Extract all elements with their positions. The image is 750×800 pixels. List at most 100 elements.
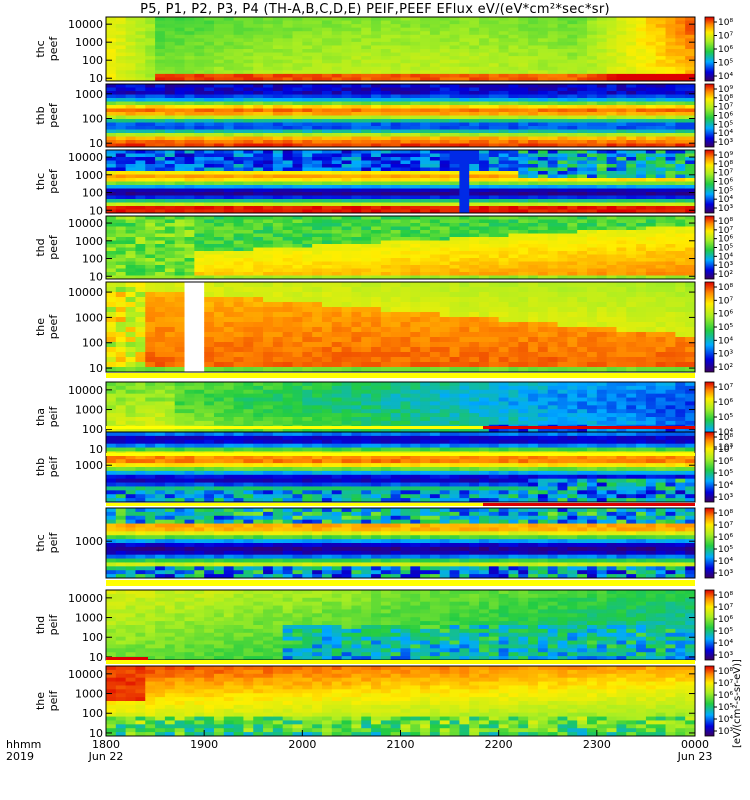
heatmap-cell bbox=[508, 268, 519, 273]
heatmap-cell bbox=[361, 84, 372, 88]
heatmap-cell bbox=[184, 282, 195, 288]
heatmap-cell bbox=[174, 223, 185, 227]
heatmap-cell bbox=[665, 275, 676, 280]
heatmap-cell bbox=[537, 247, 549, 252]
heatmap-cell bbox=[312, 216, 323, 220]
heatmap-cell bbox=[312, 56, 323, 61]
heatmap-cell bbox=[145, 49, 156, 53]
heatmap-cell bbox=[302, 41, 313, 46]
heatmap-cell bbox=[312, 136, 323, 141]
heatmap-cell bbox=[263, 247, 274, 252]
heatmap-cell bbox=[518, 223, 529, 227]
heatmap-cell bbox=[253, 247, 264, 252]
heatmap-cell bbox=[135, 49, 146, 53]
heatmap-cell bbox=[341, 247, 352, 252]
heatmap-cell bbox=[164, 70, 176, 75]
heatmap-cell bbox=[106, 272, 117, 276]
heatmap-cell bbox=[282, 49, 293, 53]
heatmap-cell bbox=[115, 126, 127, 130]
heatmap-cell bbox=[194, 332, 205, 338]
heatmap-cell bbox=[292, 268, 303, 273]
heatmap-cell bbox=[115, 268, 127, 273]
heatmap-cell bbox=[263, 24, 274, 29]
heatmap-cell bbox=[577, 268, 588, 273]
heatmap-cell bbox=[233, 34, 244, 39]
heatmap-cell bbox=[567, 129, 578, 134]
heatmap-cell bbox=[498, 206, 509, 210]
heatmap-cell bbox=[145, 292, 156, 298]
heatmap-cell bbox=[292, 362, 303, 368]
heatmap-cell bbox=[567, 119, 578, 123]
heatmap-cell bbox=[626, 185, 637, 189]
heatmap-cell bbox=[321, 167, 333, 172]
heatmap-cell bbox=[115, 216, 127, 220]
heatmap-cell bbox=[469, 56, 480, 61]
heatmap-cell bbox=[557, 199, 568, 203]
heatmap-cell bbox=[135, 45, 146, 50]
heatmap-cell bbox=[685, 112, 696, 116]
heatmap-cell bbox=[518, 77, 529, 82]
heatmap-cell bbox=[645, 140, 657, 144]
heatmap-cell bbox=[292, 56, 303, 61]
heatmap-cell bbox=[518, 157, 529, 161]
heatmap-cell bbox=[253, 195, 264, 200]
heatmap-cell bbox=[636, 20, 647, 25]
heatmap-cell bbox=[204, 206, 215, 210]
heatmap-cell bbox=[596, 122, 608, 127]
heatmap-cell bbox=[233, 63, 244, 68]
heatmap-cell bbox=[547, 178, 558, 182]
heatmap-cell bbox=[341, 119, 352, 123]
heatmap-cell bbox=[400, 38, 411, 43]
heatmap-cell bbox=[135, 181, 146, 186]
heatmap-cell bbox=[537, 87, 549, 92]
heatmap-cell bbox=[665, 233, 676, 238]
heatmap-cell bbox=[115, 133, 127, 137]
colorbar-tick-label: 10⁴ bbox=[718, 195, 733, 205]
heatmap-cell bbox=[449, 20, 460, 25]
heatmap-cell bbox=[557, 66, 568, 71]
heatmap-cell bbox=[115, 240, 127, 245]
heatmap-cell bbox=[479, 38, 490, 43]
heatmap-cell bbox=[528, 136, 539, 141]
heatmap-cell bbox=[223, 282, 235, 288]
heatmap-cell bbox=[655, 171, 666, 175]
heatmap-cell bbox=[184, 307, 195, 313]
heatmap-cell bbox=[567, 84, 578, 88]
heatmap-cell bbox=[439, 226, 450, 231]
heatmap-cell bbox=[380, 70, 392, 75]
heatmap-cell bbox=[479, 59, 490, 64]
heatmap-cell bbox=[233, 195, 244, 200]
colorbar bbox=[704, 16, 715, 82]
heatmap-cell bbox=[321, 174, 333, 179]
heatmap-cell bbox=[626, 52, 637, 57]
heatmap-cell bbox=[665, 59, 676, 64]
heatmap-cell bbox=[341, 108, 352, 113]
heatmap-cell bbox=[204, 119, 215, 123]
heatmap-cell bbox=[587, 24, 598, 29]
heatmap-cell bbox=[331, 209, 342, 214]
heatmap-cell bbox=[135, 209, 146, 214]
heatmap-cell bbox=[321, 84, 333, 88]
heatmap-cell bbox=[685, 167, 696, 172]
heatmap-cell bbox=[587, 115, 598, 120]
heatmap-cell bbox=[351, 167, 362, 172]
heatmap-cell bbox=[371, 31, 382, 36]
heatmap-cell bbox=[253, 272, 264, 276]
heatmap-cell bbox=[469, 136, 480, 141]
heatmap-cell bbox=[361, 347, 372, 353]
heatmap-cell bbox=[616, 133, 627, 137]
heatmap-cell bbox=[390, 49, 401, 53]
heatmap-cell bbox=[626, 122, 637, 127]
heatmap-cell bbox=[449, 49, 460, 53]
heatmap-cell bbox=[528, 272, 539, 276]
heatmap-cell bbox=[675, 188, 686, 193]
heatmap-cell bbox=[645, 77, 657, 82]
heatmap-cell bbox=[302, 45, 313, 50]
heatmap-cell bbox=[106, 34, 117, 39]
heatmap-cell bbox=[243, 258, 254, 262]
heatmap-cell bbox=[204, 140, 215, 144]
heatmap-cell bbox=[106, 275, 117, 280]
heatmap-cell bbox=[410, 219, 421, 224]
heatmap-cell bbox=[361, 337, 372, 343]
heatmap-cell bbox=[616, 143, 627, 148]
